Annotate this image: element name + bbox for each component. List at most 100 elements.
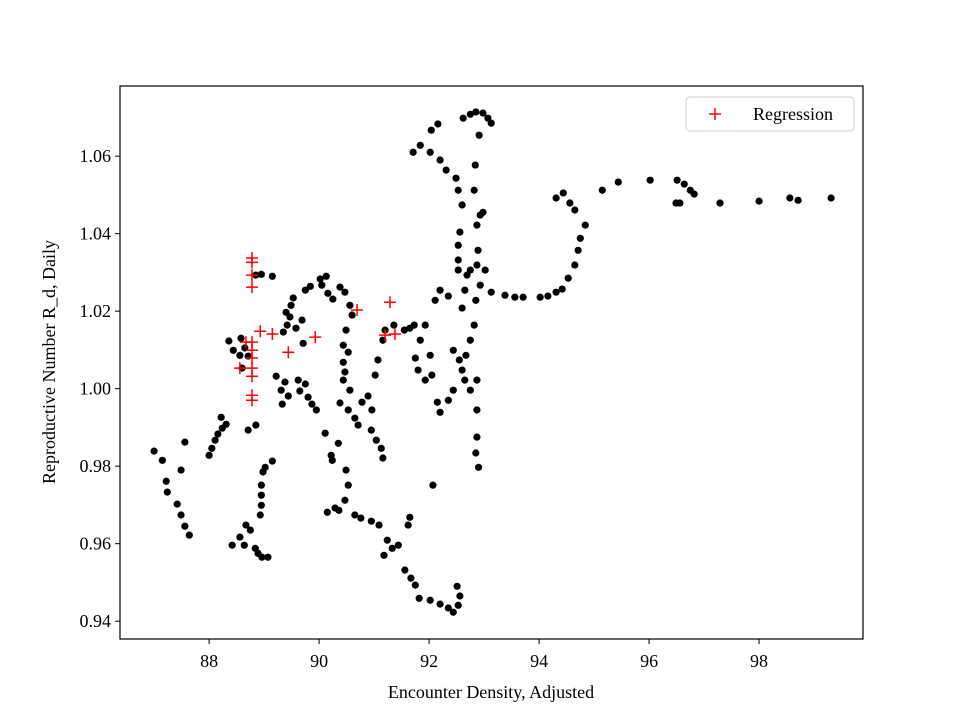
dot-marker (454, 186, 462, 194)
plus-marker (245, 281, 258, 294)
plus-marker (266, 328, 279, 341)
dot-marker (558, 285, 566, 293)
dot-marker (442, 166, 450, 174)
dot-marker (292, 324, 300, 332)
dot-marker (339, 358, 347, 366)
dot-marker (827, 194, 835, 202)
dot-marker (181, 438, 189, 446)
dot-marker (456, 228, 464, 236)
dot-marker (228, 541, 236, 549)
dot-marker (473, 376, 481, 384)
dot-marker (476, 281, 484, 289)
dot-marker (322, 272, 330, 280)
dot-marker (287, 301, 295, 309)
dot-marker (479, 109, 487, 117)
dot-marker (242, 521, 250, 529)
dot-marker (473, 221, 481, 229)
dot-marker (421, 321, 429, 329)
plus-marker (309, 331, 322, 344)
dot-marker (444, 396, 452, 404)
dot-marker (406, 513, 414, 521)
dot-marker (342, 466, 350, 474)
dot-marker (414, 366, 422, 374)
dot-marker (351, 511, 359, 519)
dot-marker (475, 131, 483, 139)
dot-marker (454, 256, 462, 264)
plus-marker (351, 303, 364, 316)
dot-marker (487, 119, 495, 127)
dot-marker (354, 421, 362, 429)
dot-marker (690, 190, 698, 198)
dot-marker (177, 511, 185, 519)
dot-marker (163, 488, 171, 496)
y-tick-label: 1.02 (80, 301, 112, 321)
dot-marker (344, 406, 352, 414)
dot-marker (264, 553, 272, 561)
dot-marker (246, 526, 254, 534)
dot-marker (407, 574, 415, 582)
dot-marker (281, 378, 289, 386)
y-tick-label: 0.96 (80, 534, 112, 554)
dot-marker (409, 148, 417, 156)
dot-marker (673, 176, 681, 184)
dot-marker (462, 351, 470, 359)
dot-marker (244, 426, 252, 434)
dot-marker (379, 454, 387, 462)
dot-marker (466, 386, 474, 394)
dot-marker (208, 444, 216, 452)
dot-marker (257, 491, 265, 499)
dot-marker (344, 481, 352, 489)
dot-marker (289, 294, 297, 302)
dot-marker (458, 304, 466, 312)
dot-marker (426, 596, 434, 604)
dot-marker (646, 176, 654, 184)
dot-marker (436, 156, 444, 164)
dot-marker (461, 376, 469, 384)
dot-marker (461, 286, 469, 294)
dot-marker (564, 274, 572, 282)
dot-marker (318, 281, 326, 289)
plus-marker (254, 325, 267, 338)
dot-marker (444, 604, 452, 612)
dot-marker (283, 321, 291, 329)
dot-marker (383, 536, 391, 544)
dot-marker (236, 351, 244, 359)
dot-marker (328, 456, 336, 464)
dot-marker (455, 356, 463, 364)
dot-marker (544, 292, 552, 300)
dot-marker (222, 420, 230, 428)
dot-marker (394, 541, 402, 549)
dot-marker (559, 189, 567, 197)
dot-marker (237, 334, 245, 342)
dot-marker (452, 174, 460, 182)
dot-marker (351, 414, 359, 422)
dot-marker (786, 194, 794, 202)
dot-marker (284, 392, 292, 400)
plus-marker (245, 394, 258, 407)
dot-marker (150, 447, 158, 455)
plus-marker (379, 329, 392, 342)
dot-marker (296, 387, 304, 395)
dot-marker (614, 178, 622, 186)
dot-marker (552, 194, 560, 202)
dot-marker (334, 439, 342, 447)
dot-marker (472, 449, 480, 457)
dot-marker (400, 326, 408, 334)
dot-marker (474, 463, 483, 471)
dot-marker (519, 293, 527, 301)
dot-marker (388, 544, 396, 552)
dot-marker (454, 266, 462, 274)
dot-marker (336, 283, 344, 291)
dot-marker (358, 398, 366, 406)
x-tick-label: 90 (310, 651, 328, 671)
dot-marker (474, 246, 482, 254)
x-tick-label: 88 (200, 651, 218, 671)
dot-marker (256, 511, 264, 519)
dot-marker (225, 337, 233, 345)
dot-marker (436, 408, 444, 416)
dot-marker (272, 372, 280, 380)
dot-marker (173, 500, 181, 508)
dot-marker (755, 197, 763, 205)
dot-marker (158, 456, 166, 464)
dot-marker (217, 413, 225, 421)
